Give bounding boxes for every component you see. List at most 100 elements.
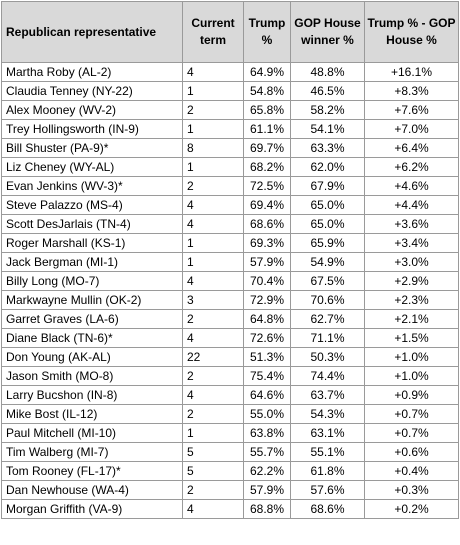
- cell-representative: Trey Hollingsworth (IN-9): [1, 119, 183, 139]
- table-row: Morgan Griffith (VA-9) 4 68.8% 68.6% +0.2%: [1, 499, 459, 519]
- cell-trump-pct: 55.0%: [243, 404, 291, 424]
- cell-trump-pct: 69.7%: [243, 138, 291, 158]
- table-row: Tim Walberg (MI-7) 5 55.7% 55.1% +0.6%: [1, 442, 459, 462]
- cell-representative: Bill Shuster (PA-9)*: [1, 138, 183, 158]
- cell-representative: Jason Smith (MO-8): [1, 366, 183, 386]
- table-row: Alex Mooney (WV-2) 2 65.8% 58.2% +7.6%: [1, 100, 459, 120]
- cell-representative: Martha Roby (AL-2): [1, 62, 183, 82]
- cell-difference: +0.4%: [364, 461, 459, 481]
- cell-trump-pct: 68.2%: [243, 157, 291, 177]
- cell-gop-house-pct: 55.1%: [290, 442, 365, 462]
- cell-gop-house-pct: 63.1%: [290, 423, 365, 443]
- cell-difference: +7.0%: [364, 119, 459, 139]
- cell-gop-house-pct: 54.1%: [290, 119, 365, 139]
- cell-current-term: 1: [182, 81, 244, 101]
- cell-current-term: 2: [182, 404, 244, 424]
- cell-gop-house-pct: 61.8%: [290, 461, 365, 481]
- cell-current-term: 4: [182, 271, 244, 291]
- cell-trump-pct: 64.6%: [243, 385, 291, 405]
- cell-gop-house-pct: 67.9%: [290, 176, 365, 196]
- header-representative: Republican representative: [1, 1, 183, 63]
- header-trump-pct: Trump %: [243, 1, 291, 63]
- cell-current-term: 1: [182, 233, 244, 253]
- table-row: Scott DesJarlais (TN-4) 4 68.6% 65.0% +3.6%: [1, 214, 459, 234]
- cell-difference: +6.4%: [364, 138, 459, 158]
- table-row: Roger Marshall (KS-1) 1 69.3% 65.9% +3.4%: [1, 233, 459, 253]
- header-current-term: Current term: [182, 1, 244, 63]
- cell-current-term: 1: [182, 119, 244, 139]
- cell-gop-house-pct: 57.6%: [290, 480, 365, 500]
- cell-difference: +0.7%: [364, 423, 459, 443]
- cell-current-term: 4: [182, 328, 244, 348]
- cell-current-term: 22: [182, 347, 244, 367]
- cell-difference: +2.1%: [364, 309, 459, 329]
- cell-representative: Don Young (AK-AL): [1, 347, 183, 367]
- cell-gop-house-pct: 71.1%: [290, 328, 365, 348]
- cell-current-term: 4: [182, 385, 244, 405]
- cell-current-term: 2: [182, 100, 244, 120]
- cell-difference: +8.3%: [364, 81, 459, 101]
- cell-difference: +2.3%: [364, 290, 459, 310]
- cell-difference: +3.0%: [364, 252, 459, 272]
- cell-current-term: 2: [182, 480, 244, 500]
- cell-difference: +4.4%: [364, 195, 459, 215]
- cell-gop-house-pct: 46.5%: [290, 81, 365, 101]
- cell-representative: Mike Bost (IL-12): [1, 404, 183, 424]
- cell-representative: Roger Marshall (KS-1): [1, 233, 183, 253]
- table-row: Claudia Tenney (NY-22) 1 54.8% 46.5% +8.3%: [1, 81, 459, 101]
- cell-difference: +1.0%: [364, 366, 459, 386]
- cell-difference: +3.6%: [364, 214, 459, 234]
- cell-current-term: 2: [182, 309, 244, 329]
- cell-current-term: 2: [182, 366, 244, 386]
- table-row: Mike Bost (IL-12) 2 55.0% 54.3% +0.7%: [1, 404, 459, 424]
- cell-representative: Jack Bergman (MI-1): [1, 252, 183, 272]
- cell-gop-house-pct: 62.7%: [290, 309, 365, 329]
- cell-current-term: 3: [182, 290, 244, 310]
- cell-difference: +1.0%: [364, 347, 459, 367]
- cell-current-term: 1: [182, 252, 244, 272]
- table-row: Diane Black (TN-6)* 4 72.6% 71.1% +1.5%: [1, 328, 459, 348]
- table-header: Republican representative Current term T…: [1, 1, 459, 63]
- cell-representative: Liz Cheney (WY-AL): [1, 157, 183, 177]
- cell-current-term: 5: [182, 442, 244, 462]
- table-row: Evan Jenkins (WV-3)* 2 72.5% 67.9% +4.6%: [1, 176, 459, 196]
- cell-gop-house-pct: 48.8%: [290, 62, 365, 82]
- cell-gop-house-pct: 63.7%: [290, 385, 365, 405]
- table-row: Tom Rooney (FL-17)* 5 62.2% 61.8% +0.4%: [1, 461, 459, 481]
- cell-current-term: 4: [182, 214, 244, 234]
- cell-trump-pct: 68.6%: [243, 214, 291, 234]
- cell-trump-pct: 68.8%: [243, 499, 291, 519]
- table-row: Dan Newhouse (WA-4) 2 57.9% 57.6% +0.3%: [1, 480, 459, 500]
- table-row: Don Young (AK-AL) 22 51.3% 50.3% +1.0%: [1, 347, 459, 367]
- header-difference: Trump % - GOP House %: [364, 1, 459, 63]
- cell-current-term: 1: [182, 157, 244, 177]
- cell-gop-house-pct: 65.0%: [290, 214, 365, 234]
- cell-current-term: 4: [182, 195, 244, 215]
- cell-current-term: 1: [182, 423, 244, 443]
- cell-trump-pct: 57.9%: [243, 252, 291, 272]
- cell-representative: Markwayne Mullin (OK-2): [1, 290, 183, 310]
- table-row: Billy Long (MO-7) 4 70.4% 67.5% +2.9%: [1, 271, 459, 291]
- cell-gop-house-pct: 68.6%: [290, 499, 365, 519]
- cell-trump-pct: 70.4%: [243, 271, 291, 291]
- cell-trump-pct: 64.8%: [243, 309, 291, 329]
- cell-trump-pct: 72.9%: [243, 290, 291, 310]
- cell-trump-pct: 54.8%: [243, 81, 291, 101]
- table-row: Jason Smith (MO-8) 2 75.4% 74.4% +1.0%: [1, 366, 459, 386]
- table-row: Martha Roby (AL-2) 4 64.9% 48.8% +16.1%: [1, 62, 459, 82]
- table-row: Larry Bucshon (IN-8) 4 64.6% 63.7% +0.9%: [1, 385, 459, 405]
- cell-difference: +16.1%: [364, 62, 459, 82]
- cell-trump-pct: 61.1%: [243, 119, 291, 139]
- cell-gop-house-pct: 63.3%: [290, 138, 365, 158]
- cell-current-term: 4: [182, 499, 244, 519]
- cell-gop-house-pct: 54.3%: [290, 404, 365, 424]
- cell-gop-house-pct: 70.6%: [290, 290, 365, 310]
- cell-difference: +4.6%: [364, 176, 459, 196]
- results-table: Republican representative Current term T…: [1, 1, 459, 519]
- cell-trump-pct: 72.5%: [243, 176, 291, 196]
- cell-difference: +2.9%: [364, 271, 459, 291]
- table-row: Steve Palazzo (MS-4) 4 69.4% 65.0% +4.4%: [1, 195, 459, 215]
- cell-trump-pct: 75.4%: [243, 366, 291, 386]
- cell-representative: Billy Long (MO-7): [1, 271, 183, 291]
